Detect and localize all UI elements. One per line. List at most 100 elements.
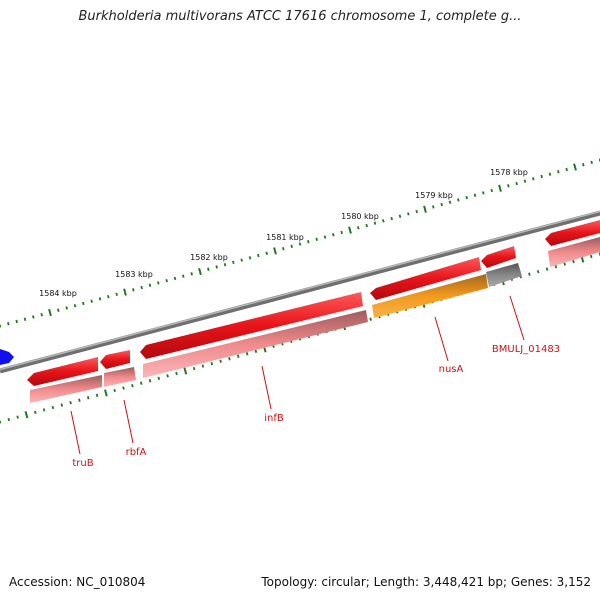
inner-ring-minor-tick <box>219 359 222 363</box>
outer-ring-minor-tick <box>65 306 68 310</box>
gene-truB-shadow <box>30 375 102 403</box>
gene-truB[interactable] <box>27 357 102 403</box>
outer-ring-minor-tick <box>132 288 135 292</box>
gene-leader-lines <box>70 295 525 455</box>
gene-rbfA[interactable] <box>100 350 136 387</box>
inner-ring-minor-tick <box>113 388 116 393</box>
outer-ring-minor-tick <box>357 226 360 230</box>
inner-ring-minor-tick <box>572 259 575 264</box>
inner-ring-minor-tick <box>201 364 205 368</box>
inner-ring-minor-tick <box>122 386 125 390</box>
outer-ring-minor-tick <box>148 283 152 287</box>
outer-ring-minor-tick <box>582 163 585 167</box>
outer-ring-minor-tick <box>98 297 102 301</box>
outer-ring-minor-tick <box>465 195 468 200</box>
gene-next[interactable] <box>545 220 600 267</box>
inner-ring-minor-tick <box>139 381 143 385</box>
outer-ring-minor-tick <box>190 272 193 276</box>
inner-ring-major-tick <box>183 367 188 375</box>
outer-ring-major-tick <box>573 163 577 171</box>
inner-ring-minor-tick <box>42 408 46 412</box>
outer-ring-minor-tick <box>448 200 452 204</box>
outer-ring-minor-tick <box>165 278 168 283</box>
inner-ring-minor-tick <box>528 272 531 276</box>
inner-ring-minor-tick <box>175 371 178 376</box>
outer-ring-minor-tick <box>307 239 310 244</box>
inner-ring-minor-tick <box>78 398 81 402</box>
gene-nusA-highlight <box>372 274 488 318</box>
outer-ring-minor-tick <box>340 230 343 235</box>
inner-ring-minor-tick <box>536 269 540 274</box>
outer-ring-minor-tick <box>32 315 35 319</box>
gene-labels: truB rbfA infB nusA BMULJ_01483 <box>72 344 560 469</box>
outer-ring-minor-tick <box>7 322 10 326</box>
outer-ring-minor-tick <box>515 181 518 186</box>
outer-ring-minor-tick <box>57 308 60 312</box>
outer-ring-minor-tick <box>540 174 543 179</box>
outer-ring-minor-tick <box>90 299 93 303</box>
outer-ring-minor-tick <box>407 212 410 216</box>
inner-ring-minor-tick <box>60 403 64 407</box>
outer-ring-minor-tick <box>207 267 210 271</box>
outer-ring-minor-tick <box>457 198 460 202</box>
kbp-tick-labels: 1578 kbp 1579 kbp 1580 kbp 1581 kbp 1582… <box>39 168 528 298</box>
map-title: Burkholderia multivorans ATCC 17616 chro… <box>78 9 522 24</box>
gene-infB[interactable] <box>140 292 368 378</box>
outer-ring-minor-tick <box>323 235 327 239</box>
outer-ring-minor-tick <box>290 244 293 249</box>
tick-label-1580: 1580 kbp <box>341 212 379 221</box>
tick-label-1579: 1579 kbp <box>415 191 453 200</box>
gene-BMULJ_01483[interactable] <box>481 246 522 287</box>
outer-ring-minor-tick <box>315 237 318 242</box>
tick-label-1583: 1583 kbp <box>115 270 153 279</box>
outer-tick-ring <box>0 158 600 328</box>
outer-ring-minor-tick <box>565 167 568 172</box>
inner-ring-minor-tick <box>236 354 240 358</box>
outer-ring-minor-tick <box>157 281 160 285</box>
outer-ring-minor-tick <box>82 301 85 306</box>
outer-ring-minor-tick <box>590 160 593 165</box>
tick-label-1578: 1578 kbp <box>490 168 528 177</box>
outer-ring-minor-tick <box>523 179 527 183</box>
inner-ring-minor-tick <box>148 379 152 383</box>
blue-feature-marker <box>0 349 14 365</box>
outer-ring-minor-tick <box>215 265 218 269</box>
gene-label-rbfA: rbfA <box>126 447 147 458</box>
inner-ring-minor-tick <box>95 393 99 398</box>
inner-ring-minor-tick <box>34 410 37 415</box>
gene-nusA[interactable] <box>370 257 488 318</box>
outer-ring-minor-tick <box>248 256 252 260</box>
outer-ring-minor-tick <box>557 170 560 174</box>
outer-ring-minor-tick <box>373 221 377 225</box>
inner-ring-minor-tick <box>69 400 72 405</box>
inner-ring-minor-tick <box>254 349 258 354</box>
outer-ring-minor-tick <box>507 184 510 188</box>
outer-ring-minor-tick <box>365 223 368 228</box>
outer-ring-minor-tick <box>265 251 268 255</box>
outer-ring-minor-tick <box>73 303 77 308</box>
outer-ring-minor-tick <box>173 276 177 281</box>
inner-ring-minor-tick <box>245 352 249 356</box>
chromosome-backbone-highlight <box>0 210 600 371</box>
outer-ring-minor-tick <box>482 191 485 195</box>
outer-ring-minor-tick <box>240 258 243 262</box>
outer-ring-minor-tick <box>473 193 477 197</box>
outer-ring-minor-tick <box>548 172 552 176</box>
outer-ring-minor-tick <box>490 188 493 193</box>
inner-ring-minor-tick <box>554 264 558 269</box>
inner-ring-minor-tick <box>86 396 90 400</box>
outer-ring-minor-tick <box>107 294 110 299</box>
inner-ring-minor-tick <box>210 361 214 366</box>
inner-ring-minor-tick <box>157 376 161 381</box>
gene-label-infB: infB <box>264 413 284 424</box>
inner-ring-minor-tick <box>51 405 55 410</box>
outer-ring-major-tick <box>273 247 277 255</box>
inner-ring-minor-tick <box>589 254 593 259</box>
inner-ring-minor-tick <box>131 383 134 388</box>
outer-ring-major-tick <box>348 226 352 234</box>
outer-ring-minor-tick <box>257 253 260 258</box>
inner-ring-major-tick <box>24 411 29 419</box>
outer-ring-minor-tick <box>440 202 443 207</box>
outer-ring-minor-tick <box>232 260 235 265</box>
